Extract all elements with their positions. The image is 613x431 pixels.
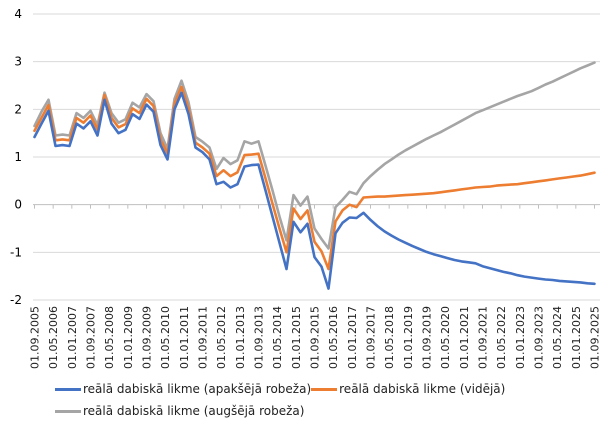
x-tick-label: 01.09.2007 (85, 306, 98, 369)
x-tick-label: 01.05.2014 (271, 306, 284, 369)
x-tick-label: 01.01.2023 (514, 306, 527, 369)
x-tick-label: 01.01.2015 (290, 306, 303, 369)
x-tick-label: 01.09.2005 (29, 306, 42, 369)
x-tick-label: 01.01.2007 (66, 306, 79, 369)
x-tick-label: 01.05.2022 (495, 306, 508, 369)
y-tick-label: 2 (14, 102, 22, 116)
y-tick-label: 1 (14, 150, 22, 164)
x-tick-label: 01.09.2019 (421, 306, 434, 369)
legend-label: reālā dabiskā likme (apakšējā robeža) (83, 382, 312, 396)
x-tick-label: 01.09.2021 (477, 306, 490, 369)
y-axis-ticks: -2 -1 0 1 2 3 4 (10, 7, 22, 307)
x-axis: 01.09.2005 01.05.2006 01.01.2007 01.09.2007… (29, 204, 602, 369)
series-line (33, 85, 596, 271)
gridlines (33, 13, 600, 301)
x-tick-label: 01.09.2023 (533, 306, 546, 369)
x-tick-label: 01.05.2018 (383, 306, 396, 369)
x-tick-label: 01.05.2016 (327, 306, 340, 369)
x-tick-label: 01.05.2006 (47, 306, 60, 369)
x-tick-label: 01.01.2025 (570, 306, 583, 369)
x-tick-label: 01.01.2017 (346, 306, 359, 369)
legend-label: reālā dabiskā likme (vidējā) (339, 382, 506, 396)
x-tick-label: 01.09.2009 (141, 306, 154, 369)
x-tick-label: 01.01.2021 (458, 306, 471, 369)
x-tick-label: 01.01.2019 (402, 306, 415, 369)
legend-item-mid: reālā dabiskā likme (vidējā) (311, 378, 505, 400)
x-tick-label: 01.09.2025 (589, 306, 602, 369)
x-tick-label: 01.09.2017 (365, 306, 378, 369)
x-tick-label: 01.09.2015 (309, 306, 322, 369)
y-tick-label: 3 (14, 55, 22, 69)
series-line (33, 91, 596, 290)
legend-label: reālā dabiskā likme (augšējā robeža) (83, 404, 305, 418)
legend-swatch-blue (55, 387, 81, 391)
x-tick-label: 01.01.2009 (122, 306, 135, 369)
series-line (33, 61, 596, 250)
y-tick-label: 4 (14, 7, 22, 21)
x-tick-label: 01.01.2013 (234, 306, 247, 369)
y-tick-label: -2 (10, 293, 22, 307)
x-tick-label: 01.05.2012 (215, 306, 228, 369)
x-tick-label: 01.09.2011 (197, 306, 210, 369)
legend-item-upper: reālā dabiskā likme (augšējā robeža) (55, 400, 304, 422)
x-tick-label: 01.05.2008 (103, 306, 116, 369)
y-tick-label: 0 (14, 198, 22, 212)
y-tick-label: -1 (10, 245, 22, 259)
x-tick-label: 01.05.2024 (551, 306, 564, 369)
legend-swatch-orange (311, 387, 338, 391)
legend: reālā dabiskā likme (apakšējā robeža) re… (55, 378, 575, 422)
x-tick-label: 01.05.2020 (439, 306, 452, 369)
legend-item-lower: reālā dabiskā likme (apakšējā robeža) (55, 378, 311, 400)
x-tick-label: 01.01.2011 (178, 306, 191, 369)
series-lines (33, 61, 596, 290)
x-tick-label: 01.05.2010 (159, 306, 172, 369)
legend-swatch-grey (55, 409, 81, 413)
x-tick-label: 01.09.2013 (253, 306, 266, 369)
